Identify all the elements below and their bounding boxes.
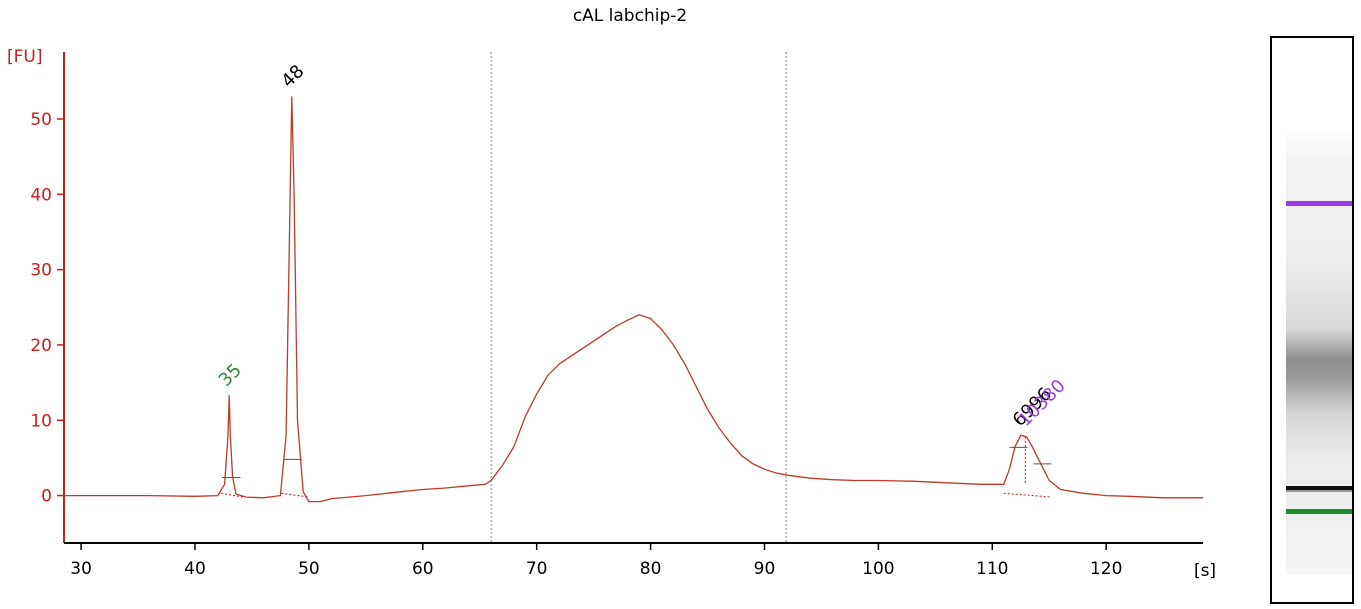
gel-smear (1286, 128, 1352, 574)
gel-band-lower-gray (1286, 490, 1352, 492)
y-tick-label: 50 (30, 110, 52, 130)
chart-title: cAL labchip-2 (572, 6, 688, 26)
peak-baseline (281, 492, 309, 498)
y-tick-label: 40 (30, 185, 52, 205)
x-tick-label: 90 (754, 559, 776, 579)
y-tick-label: 0 (41, 487, 52, 507)
x-tick-label: 120 (1090, 559, 1122, 579)
peak-label: 48 (277, 61, 308, 92)
x-tick-label: 60 (412, 559, 434, 579)
x-tick-label: 70 (526, 559, 548, 579)
x-tick-label: 50 (298, 559, 320, 579)
gel-lane (1270, 36, 1354, 604)
y-tick-label: 20 (30, 336, 52, 356)
x-tick-label: 110 (976, 559, 1008, 579)
y-axis-label: [FU] (7, 47, 43, 67)
x-tick-label: 100 (862, 559, 894, 579)
gel-band-lower-dark (1286, 486, 1352, 490)
electropherogram-chart: 0 10 20 30 40 50 [FU] 30 40 50 60 70 80 90 100 110 120 [s… (7, 47, 1216, 581)
x-tick-label: 40 (184, 559, 206, 579)
x-tick-label: 80 (640, 559, 662, 579)
gel-band-lower-marker (1286, 509, 1352, 514)
x-axis-label: [s] (1194, 561, 1216, 581)
y-tick-label: 30 (30, 261, 52, 281)
peak-baseline (1003, 492, 1052, 498)
y-tick-label: 10 (30, 411, 52, 431)
trace-line (64, 96, 1203, 503)
x-tick-label: 30 (70, 559, 92, 579)
peak-label: 35 (215, 360, 246, 391)
gel-band-upper-marker (1286, 201, 1352, 206)
